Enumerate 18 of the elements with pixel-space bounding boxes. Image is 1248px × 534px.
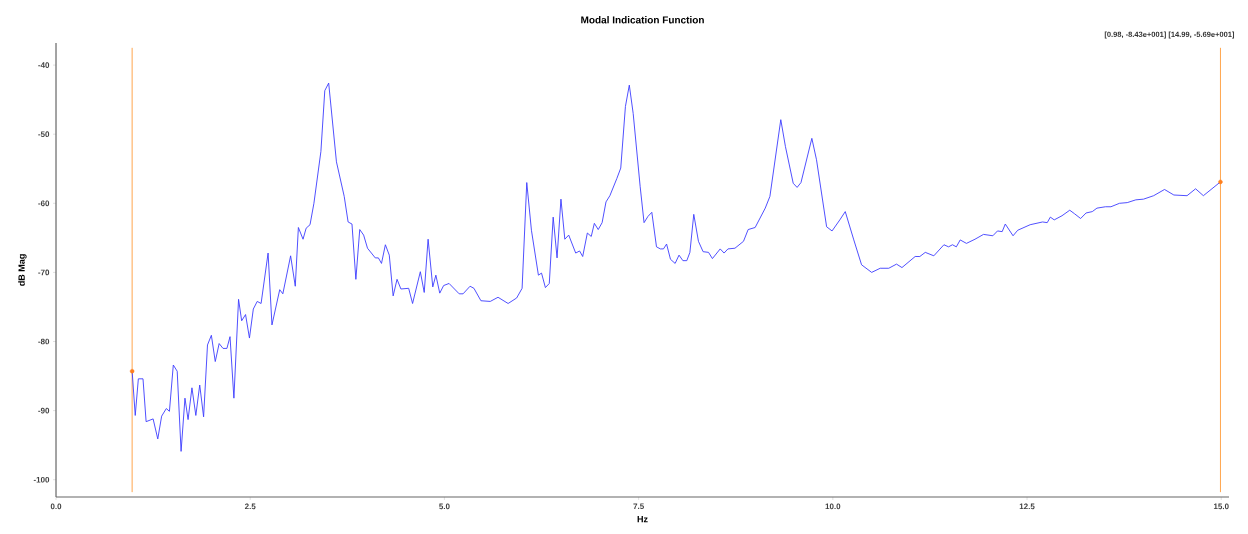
x-tick-label: 2.5: [244, 503, 256, 510]
x-tick-label: 5.0: [439, 503, 450, 510]
chart-title: Modal Indication Function: [581, 16, 704, 24]
y-tick-label: -60: [38, 200, 50, 207]
y-tick-label: -40: [38, 62, 50, 68]
y-tick-label: -100: [33, 476, 50, 483]
x-tick-label: 0.0: [50, 503, 62, 510]
y-axis-title: dB Mag: [18, 254, 27, 286]
y-tick-label: -70: [38, 269, 50, 276]
y-tick-label: -90: [38, 407, 50, 414]
x-tick-label: 15.0: [1213, 503, 1229, 510]
y-tick-label: -80: [38, 338, 50, 345]
x-tick-label: 10.0: [825, 503, 841, 510]
x-tick-label: 7.5: [633, 503, 644, 510]
x-axis-title: Hz: [637, 516, 648, 523]
line-series: [131, 82, 1221, 452]
x-tick-label: 12.5: [1019, 503, 1035, 510]
y-tick-label: -50: [38, 131, 50, 138]
